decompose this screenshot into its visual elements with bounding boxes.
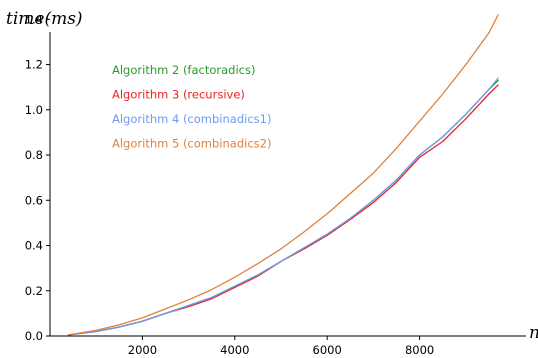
- y-tick-label: 1.2: [25, 58, 43, 72]
- x-tick-label: 6000: [313, 343, 342, 357]
- axes: [49, 32, 526, 337]
- legend: Algorithm 2 (factoradics) Algorithm 3 (re…: [112, 63, 271, 151]
- series-line-3: [67, 77, 499, 336]
- x-tick-label: 4000: [220, 343, 249, 357]
- x-tick-label: 8000: [405, 343, 434, 357]
- x-tick-label: 2000: [128, 343, 157, 357]
- series-line-4: [67, 14, 499, 336]
- y-tick-label: 0.8: [25, 148, 43, 162]
- x-axis-title: n: [529, 323, 538, 343]
- legend-entry-2: Algorithm 3 (recursive): [112, 88, 245, 102]
- y-tick-label: 1.4: [25, 12, 43, 26]
- legend-entry-4: Algorithm 5 (combinadics2): [112, 137, 271, 151]
- y-tick-label: 0.6: [25, 193, 43, 207]
- y-tick-label: 0.4: [25, 239, 43, 253]
- y-tick-label: 1.0: [25, 103, 43, 117]
- legend-entry-1: Algorithm 2 (factoradics): [112, 63, 255, 77]
- y-tick-label: 0.2: [25, 284, 43, 298]
- series-lines: [67, 14, 499, 336]
- y-tick-label: 0.0: [25, 329, 43, 343]
- ticks: 0.0 0.2 0.4 0.6 0.8 1.0 1.2 1.4 2000 4000 6000 8000: [25, 12, 435, 357]
- y-axis-title: time(ms): [6, 9, 83, 29]
- legend-entry-3: Algorithm 4 (combinadics1): [112, 112, 271, 126]
